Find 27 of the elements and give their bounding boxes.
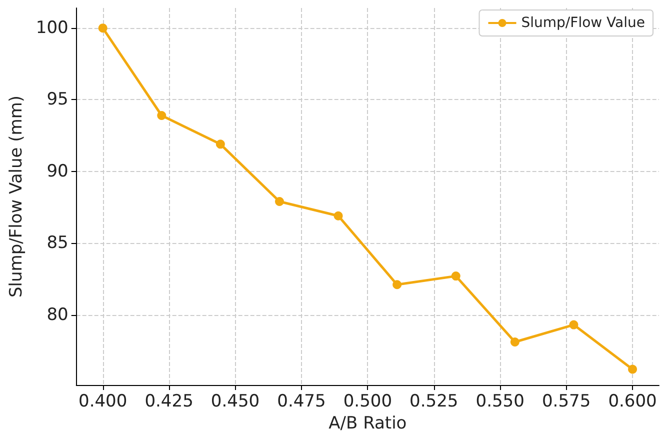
point — [274, 197, 284, 206]
point — [569, 320, 578, 330]
point — [451, 272, 460, 281]
point — [510, 338, 520, 346]
point — [98, 24, 108, 33]
x-tick-label: 0.450 — [210, 392, 260, 412]
y-tick-label: 85 — [46, 233, 68, 254]
x-tick-label: 0.475 — [277, 392, 326, 412]
y-tick-label: 95 — [46, 90, 68, 110]
point — [628, 364, 638, 374]
y-tick-label: 90 — [46, 161, 68, 182]
point — [157, 111, 166, 120]
x-tick-label: 0.525 — [410, 392, 458, 412]
x-tick-label: 0.400 — [78, 392, 128, 412]
legend-label: Slump/Flow Value — [521, 15, 646, 31]
x-tick-label: 0.550 — [476, 392, 524, 412]
point — [392, 280, 402, 290]
x-tick-label: 0.600 — [608, 392, 657, 412]
x-tick-label: 0.425 — [144, 392, 194, 412]
point — [334, 211, 343, 220]
x-axis-title: A/B Ratio — [328, 414, 407, 434]
point — [216, 140, 225, 149]
y-axis-title: Slump/Flow Value (mm) — [6, 95, 26, 298]
x-tick-label: 0.500 — [343, 392, 392, 412]
y-tick-label: 100 — [36, 18, 68, 38]
y-tick-label: 80 — [46, 304, 68, 325]
x-tick-label: 0.575 — [542, 392, 591, 412]
